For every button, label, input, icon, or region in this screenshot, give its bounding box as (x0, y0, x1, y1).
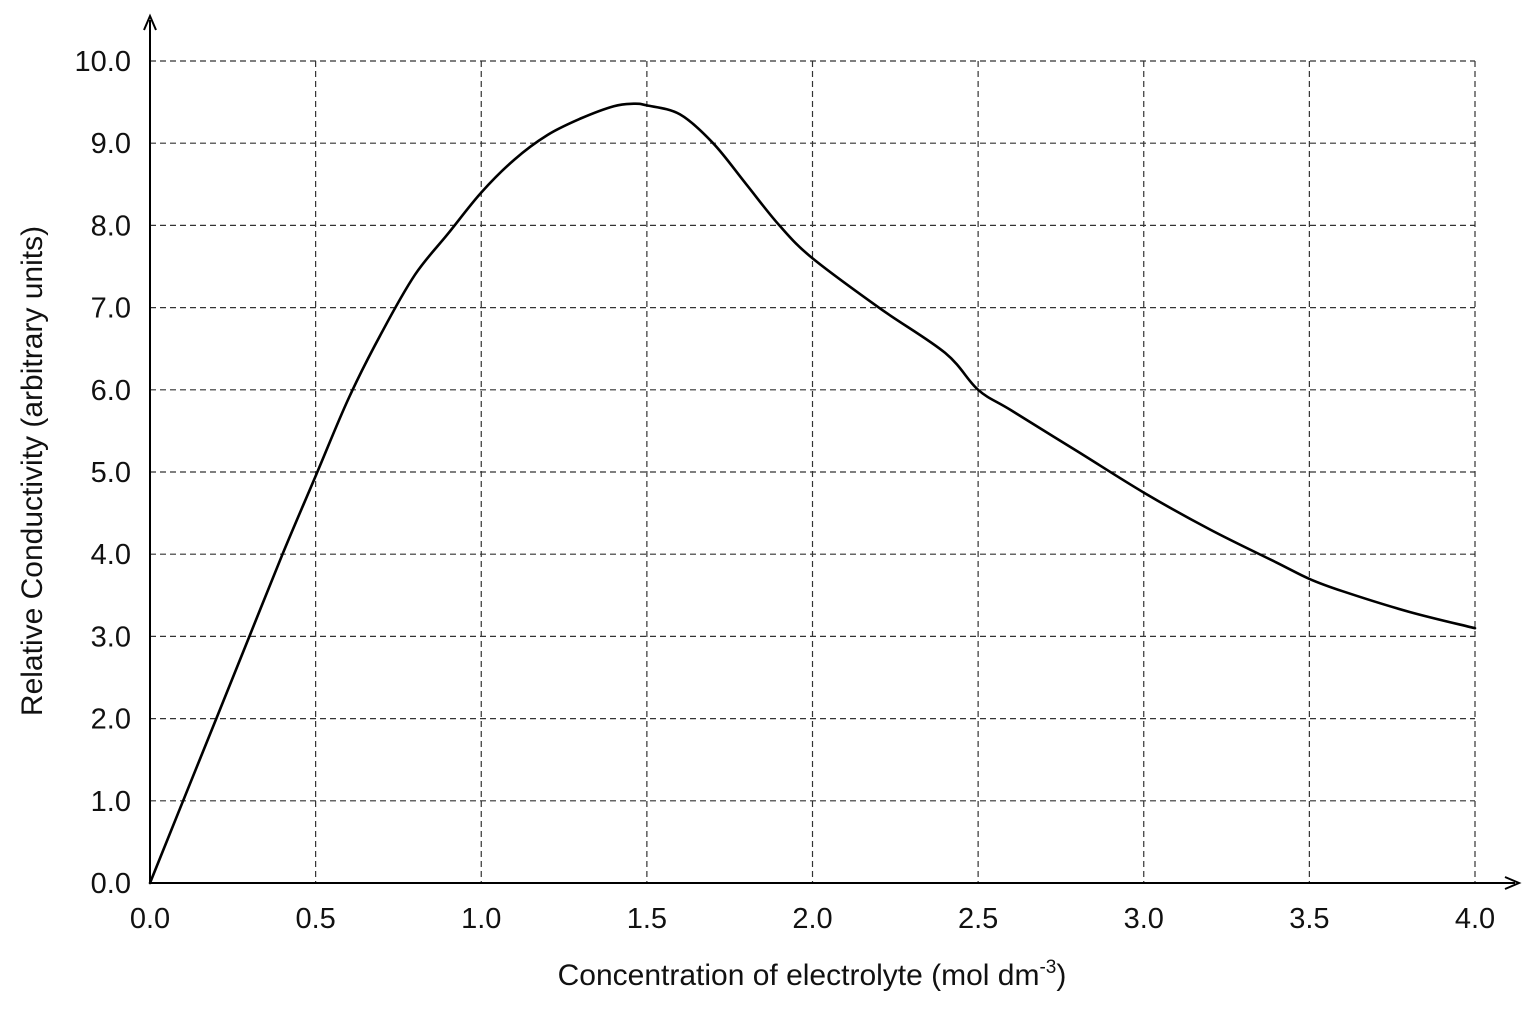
y-tick-label: 3.0 (91, 621, 131, 653)
x-tick-label: 3.0 (1124, 903, 1164, 935)
x-tick-label: 3.5 (1289, 903, 1329, 935)
x-axis-title-suffix: ) (1056, 959, 1066, 992)
conductivity-curve (148, 102, 1477, 885)
y-tick-label: 2.0 (91, 704, 131, 736)
axes (143, 13, 1522, 890)
y-axis-title: Relative Conductivity (arbitrary units) (16, 226, 49, 716)
x-tick-label: 0.5 (295, 903, 335, 935)
y-tick-label: 6.0 (91, 375, 131, 407)
x-tick-label: 1.5 (627, 903, 667, 935)
y-tick-label: 8.0 (91, 210, 131, 242)
x-axis-arrow-icon (1504, 876, 1522, 890)
x-axis-title: Concentration of electrolyte (mol dm-3) (558, 957, 1067, 992)
y-tick-labels: 0.0 1.0 2.0 3.0 4.0 5.0 6.0 7.0 8.0 9.0 10.0 (75, 46, 131, 900)
y-tick-label: 9.0 (91, 128, 131, 160)
x-tick-labels: 0.0 0.5 1.0 1.5 2.0 2.5 3.0 3.5 4.0 (130, 903, 1495, 935)
x-tick-label: 1.0 (461, 903, 501, 935)
y-tick-label: 10.0 (75, 46, 131, 78)
x-tick-label: 2.5 (958, 903, 998, 935)
y-tick-label: 0.0 (91, 868, 131, 900)
y-tick-label: 5.0 (91, 457, 131, 489)
x-tick-label: 2.0 (792, 903, 832, 935)
y-tick-label: 4.0 (91, 539, 131, 571)
horizontal-gridlines (150, 60, 1475, 802)
x-axis-title-superscript: -3 (1039, 957, 1056, 978)
x-axis-title-main: Concentration of electrolyte (mol dm (558, 959, 1040, 992)
y-tick-label: 7.0 (91, 293, 131, 325)
x-tick-label: 4.0 (1455, 903, 1495, 935)
y-axis-arrow-icon (143, 13, 157, 31)
y-tick-label: 1.0 (91, 786, 131, 818)
x-tick-label: 0.0 (130, 903, 170, 935)
